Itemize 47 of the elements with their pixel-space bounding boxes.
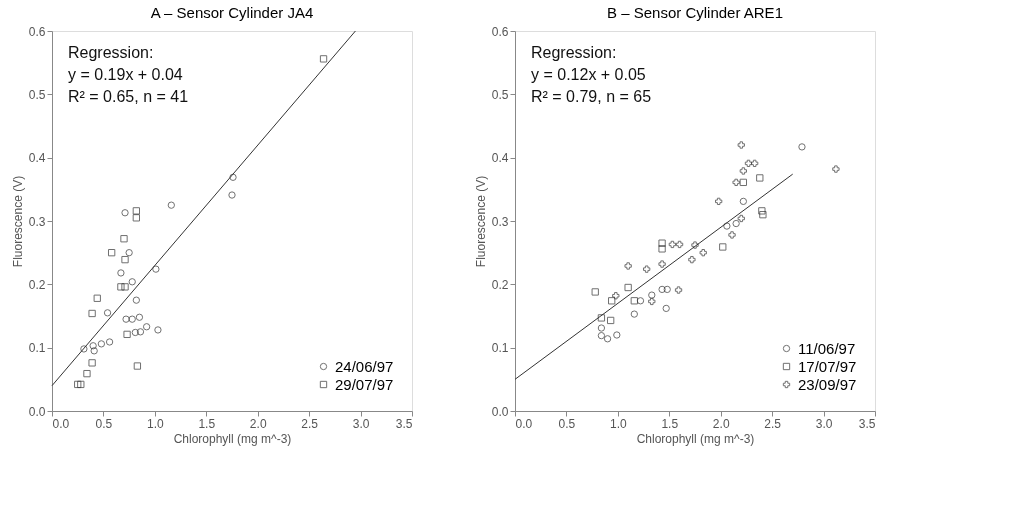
annotation: R² = 0.65, n = 41 xyxy=(68,88,189,105)
x-tick-label: 3.5 xyxy=(858,416,876,431)
x-tick-label: 0.0 xyxy=(515,416,533,431)
y-tick-label: 0.0 xyxy=(28,404,46,419)
x-tick-label: 2.5 xyxy=(764,416,782,431)
x-tick-label: 2.5 xyxy=(301,416,319,431)
x-axis-title: Chlorophyll (mg m^-3) xyxy=(636,431,755,446)
annotation: y = 0.12x + 0.05 xyxy=(531,66,646,83)
x-tick-label: 2.0 xyxy=(712,416,730,431)
x-axis-title: Chlorophyll (mg m^-3) xyxy=(173,431,292,446)
x-tick-label: 3.0 xyxy=(815,416,833,431)
y-tick-label: 0.1 xyxy=(28,341,46,356)
y-tick-label: 0.2 xyxy=(28,277,46,292)
y-tick-label: 0.5 xyxy=(491,87,509,102)
legend-label: 11/06/97 xyxy=(798,339,856,357)
legend-label: 24/06/97 xyxy=(335,357,394,375)
y-tick-label: 0.3 xyxy=(28,214,46,229)
y-axis-title: Fluorescence (V) xyxy=(473,175,488,268)
y-tick-label: 0.4 xyxy=(28,151,46,166)
y-tick-label: 0.5 xyxy=(28,87,46,102)
y-tick-label: 0.6 xyxy=(28,24,46,39)
y-tick-label: 0.3 xyxy=(491,214,509,229)
annotation: R² = 0.79, n = 65 xyxy=(531,88,652,105)
annotation: y = 0.19x + 0.04 xyxy=(68,66,183,83)
x-tick-label: 1.5 xyxy=(661,416,679,431)
x-tick-label: 3.5 xyxy=(395,416,413,431)
x-tick-label: 2.0 xyxy=(249,416,267,431)
legend-label: 17/07/97 xyxy=(798,357,857,375)
legend-label: 23/09/97 xyxy=(798,375,857,393)
y-tick-label: 0.1 xyxy=(491,341,509,356)
y-axis-title: Fluorescence (V) xyxy=(10,175,25,268)
y-tick-label: 0.6 xyxy=(491,24,509,39)
x-tick-label: 3.0 xyxy=(352,416,370,431)
x-tick-label: 0.0 xyxy=(52,416,70,431)
chart-title: A – Sensor Cylinder JA4 xyxy=(150,4,314,21)
chart-title: B – Sensor Cylinder ARE1 xyxy=(607,4,783,21)
x-tick-label: 1.5 xyxy=(198,416,216,431)
x-tick-label: 1.0 xyxy=(610,416,628,431)
legend-label: 29/07/97 xyxy=(335,375,394,393)
annotation: Regression: xyxy=(68,44,154,61)
annotation: Regression: xyxy=(531,44,617,61)
x-tick-label: 0.5 xyxy=(95,416,113,431)
y-tick-label: 0.2 xyxy=(491,277,509,292)
y-tick-label: 0.4 xyxy=(491,151,509,166)
x-tick-label: 1.0 xyxy=(147,416,165,431)
x-tick-label: 0.5 xyxy=(558,416,576,431)
y-tick-label: 0.0 xyxy=(491,404,509,419)
